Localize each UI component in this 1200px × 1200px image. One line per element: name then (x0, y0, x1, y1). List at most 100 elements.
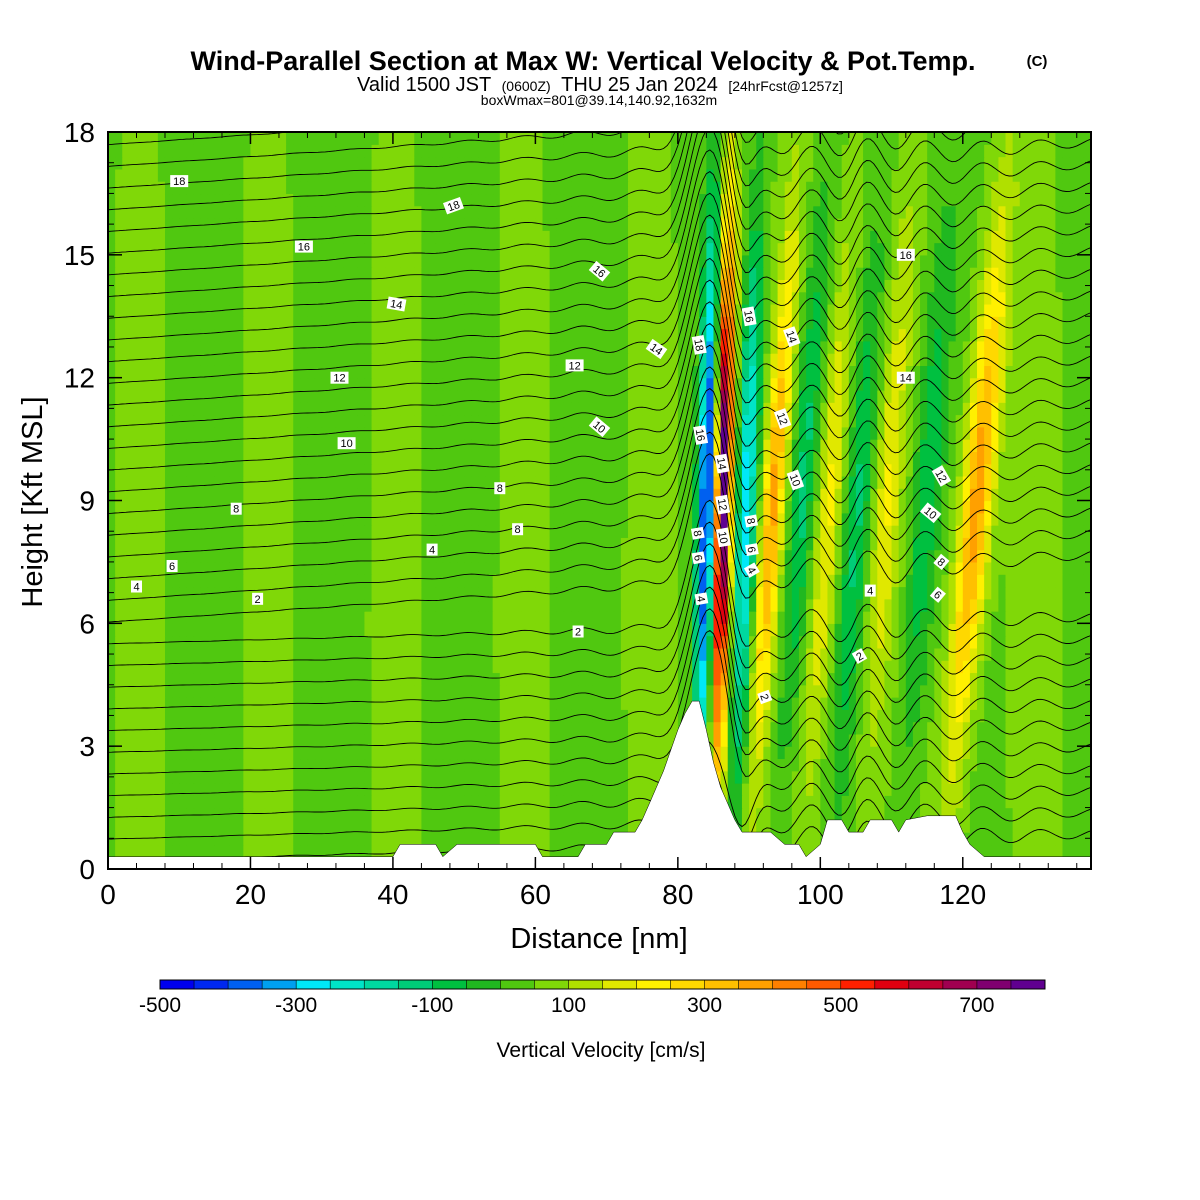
velocity-cell (471, 598, 479, 612)
velocity-cell (977, 832, 985, 846)
velocity-cell (392, 537, 401, 551)
velocity-cell (449, 463, 458, 477)
velocity-cell (699, 684, 707, 698)
velocity-cell (108, 500, 116, 514)
velocity-cell (898, 439, 907, 452)
velocity-cell (927, 598, 935, 612)
velocity-cell (684, 451, 693, 465)
velocity-cell (606, 647, 615, 661)
velocity-cell (734, 463, 743, 477)
velocity-cell (1048, 611, 1056, 624)
velocity-cell (157, 844, 166, 858)
velocity-cell (400, 500, 408, 514)
velocity-cell (649, 758, 658, 772)
velocity-cell (692, 635, 700, 649)
velocity-cell (364, 475, 373, 489)
velocity-cell (1076, 451, 1085, 465)
velocity-cell (706, 611, 715, 624)
velocity-cell (371, 844, 380, 858)
velocity-cell (392, 525, 401, 538)
velocity-cell (627, 660, 636, 674)
velocity-cell (1026, 647, 1035, 661)
velocity-cell (214, 525, 223, 538)
velocity-cell (521, 684, 529, 698)
velocity-cell (129, 475, 138, 489)
velocity-cell (257, 500, 266, 514)
velocity-cell (457, 537, 465, 551)
velocity-cell (164, 574, 173, 588)
velocity-cell (129, 672, 138, 686)
velocity-cell (713, 537, 722, 551)
velocity-cell (991, 623, 999, 637)
velocity-cell (620, 561, 629, 575)
velocity-cell (478, 623, 487, 637)
velocity-cell (136, 475, 145, 489)
velocity-cell (464, 721, 472, 735)
velocity-cell (435, 426, 444, 440)
velocity-cell (136, 795, 145, 809)
velocity-cell (357, 463, 366, 477)
velocity-cell (741, 647, 750, 661)
velocity-cell (1041, 598, 1049, 612)
velocity-cell (236, 525, 244, 538)
velocity-cell (414, 598, 423, 612)
velocity-cell (834, 746, 843, 760)
velocity-cell (1083, 512, 1091, 526)
velocity-cell (350, 586, 358, 600)
velocity-cell (898, 525, 907, 538)
velocity-cell (407, 807, 415, 821)
velocity-cell (606, 500, 615, 514)
velocity-cell (506, 697, 515, 710)
velocity-cell (635, 758, 643, 772)
velocity-cell (549, 697, 558, 710)
velocity-cell (1048, 525, 1056, 538)
velocity-cell (514, 586, 522, 600)
velocity-cell (321, 832, 330, 846)
velocity-cell (756, 770, 764, 784)
velocity-cell (371, 758, 380, 772)
velocity-cell (200, 549, 209, 563)
velocity-cell (193, 463, 202, 477)
velocity-cell (535, 598, 544, 612)
velocity-cell (549, 439, 558, 452)
velocity-cell (150, 500, 159, 514)
velocity-cell (200, 512, 209, 526)
velocity-cell (613, 684, 622, 698)
velocity-cell (1055, 611, 1064, 624)
velocity-cell (1026, 709, 1035, 723)
velocity-cell (962, 721, 971, 735)
velocity-cell (542, 770, 551, 784)
velocity-cell (1019, 451, 1028, 465)
velocity-cell (464, 783, 472, 796)
velocity-cell (449, 697, 458, 710)
velocity-cell (1019, 770, 1028, 784)
velocity-cell (677, 426, 686, 440)
velocity-cell (613, 586, 622, 600)
velocity-cell (143, 721, 152, 735)
velocity-cell (1026, 561, 1035, 575)
velocity-cell (514, 733, 522, 747)
velocity-cell (863, 598, 871, 612)
velocity-cell (521, 672, 529, 686)
velocity-cell (1041, 721, 1049, 735)
velocity-cell (991, 672, 999, 686)
velocity-cell (1026, 623, 1035, 637)
velocity-cell (392, 832, 401, 846)
velocity-cell (157, 463, 166, 477)
velocity-cell (221, 475, 230, 489)
velocity-cell (806, 721, 814, 735)
velocity-cell (122, 561, 130, 575)
velocity-cell (471, 819, 479, 833)
velocity-cell (186, 525, 195, 538)
velocity-cell (506, 488, 515, 502)
velocity-cell (848, 819, 857, 833)
velocity-cell (421, 746, 430, 760)
velocity-cell (898, 672, 907, 686)
velocity-cell (977, 746, 985, 760)
velocity-cell (734, 807, 743, 821)
velocity-cell (706, 586, 715, 600)
velocity-cell (563, 623, 572, 637)
velocity-cell (649, 672, 658, 686)
velocity-cell (692, 660, 700, 674)
velocity-cell (250, 488, 259, 502)
